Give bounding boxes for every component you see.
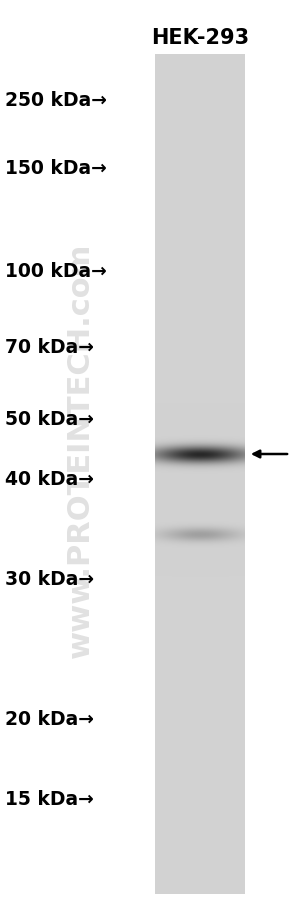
Text: 70 kDa→: 70 kDa→ bbox=[5, 338, 94, 357]
Text: 30 kDa→: 30 kDa→ bbox=[5, 570, 94, 589]
Text: 100 kDa→: 100 kDa→ bbox=[5, 262, 107, 281]
Text: HEK-293: HEK-293 bbox=[151, 28, 249, 48]
Text: 150 kDa→: 150 kDa→ bbox=[5, 159, 107, 178]
Bar bbox=[155, 55, 245, 894]
Text: 40 kDa→: 40 kDa→ bbox=[5, 470, 94, 489]
Text: 250 kDa→: 250 kDa→ bbox=[5, 90, 107, 109]
Text: www.PROTEINTECH.com: www.PROTEINTECH.com bbox=[65, 242, 94, 657]
Text: 15 kDa→: 15 kDa→ bbox=[5, 789, 94, 808]
Text: 50 kDa→: 50 kDa→ bbox=[5, 410, 94, 429]
Text: 20 kDa→: 20 kDa→ bbox=[5, 710, 94, 729]
